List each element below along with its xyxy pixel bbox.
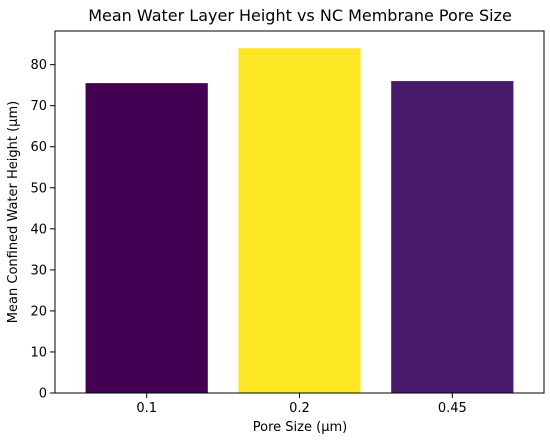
- y-tick-label: 40: [30, 222, 47, 237]
- x-tick-label: 0.2: [289, 401, 310, 416]
- y-axis-label: Mean Confined Water Height (μm): [6, 101, 21, 323]
- y-tick-label: 80: [30, 58, 47, 73]
- y-tick-label: 0: [39, 387, 47, 402]
- x-tick-label: 0.45: [438, 401, 467, 416]
- x-tick-label: 0.1: [136, 401, 157, 416]
- y-tick-label: 70: [30, 99, 47, 114]
- y-tick-label: 50: [30, 181, 47, 196]
- chart-title: Mean Water Layer Height vs NC Membrane P…: [88, 6, 512, 25]
- bars-layer: [85, 48, 514, 393]
- bar-0-45: [391, 81, 514, 393]
- y-tick-label: 20: [30, 304, 47, 319]
- y-tick-label: 10: [30, 345, 47, 360]
- x-axis-label: Pore Size (μm): [253, 420, 347, 435]
- bar-0-1: [85, 83, 208, 393]
- bar-0-2: [238, 48, 361, 393]
- plot-frame: [54, 30, 545, 394]
- y-axis: 0 10 20 30 40 50 60 70 80: [30, 58, 55, 402]
- y-tick-label: 30: [30, 263, 47, 278]
- x-axis: 0.1 0.2 0.45: [136, 393, 467, 416]
- y-tick-label: 60: [30, 140, 47, 155]
